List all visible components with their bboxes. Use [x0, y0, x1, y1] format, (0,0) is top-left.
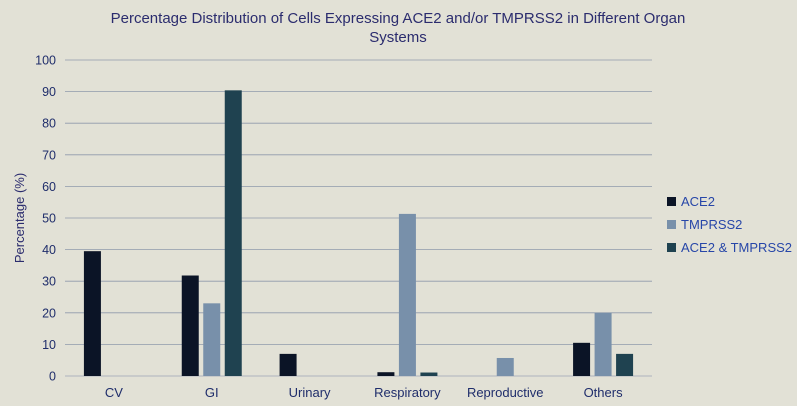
y-tick-label: 30 [42, 275, 56, 289]
legend-label: ACE2 & TMPRSS2 [681, 240, 792, 255]
y-tick-label: 40 [42, 243, 56, 257]
legend: ACE2 TMPRSS2 ACE2 & TMPRSS2 [667, 194, 792, 255]
y-tick-label: 0 [49, 370, 56, 384]
legend-swatch [667, 197, 676, 206]
x-category-label: Respiratory [374, 385, 441, 400]
bar-ace2-urinary [279, 353, 297, 376]
x-category-label: Reproductive [467, 385, 544, 400]
legend-label: ACE2 [681, 194, 715, 209]
bar-ace2-gi [181, 275, 199, 376]
y-tick-label: 50 [42, 212, 56, 226]
bar-tmprss2-reproductive [496, 357, 514, 376]
bar-ace2-tmprss2-others [616, 353, 634, 376]
bar-ace2-respiratory [377, 372, 395, 376]
bars [83, 90, 634, 376]
y-tick-label: 70 [42, 148, 56, 162]
x-category-label: GI [205, 385, 219, 400]
bar-tmprss2-others [594, 312, 612, 376]
bar-ace2-tmprss2-respiratory [420, 372, 438, 376]
y-tick-label: 90 [42, 85, 56, 99]
x-category-label: Others [584, 385, 624, 400]
legend-swatch [667, 220, 676, 229]
y-axis-ticks: 0 10 20 30 40 50 60 70 80 90 100 [35, 54, 56, 384]
y-tick-label: 20 [42, 306, 56, 320]
bar-tmprss2-gi [203, 303, 221, 376]
bar-ace2-tmprss2-gi [224, 90, 242, 376]
chart-title-line-2: Systems [369, 29, 427, 46]
y-tick-label: 100 [35, 54, 56, 68]
bar-ace2-others [573, 342, 591, 376]
chart-title-line-1: Percentage Distribution of Cells Express… [111, 10, 686, 27]
y-tick-label: 10 [42, 338, 56, 352]
x-axis-categories: CV GI Urinary Respiratory Reproductive Others [105, 385, 623, 400]
legend-label: TMPRSS2 [681, 217, 742, 232]
x-category-label: CV [105, 385, 123, 400]
bar-ace2-cv [83, 251, 101, 376]
y-tick-label: 60 [42, 180, 56, 194]
y-axis-label: Percentage (%) [12, 173, 27, 263]
legend-swatch [667, 243, 676, 252]
bar-tmprss2-respiratory [398, 213, 416, 376]
y-tick-label: 80 [42, 117, 56, 131]
x-category-label: Urinary [289, 385, 331, 400]
gridlines [65, 59, 652, 377]
